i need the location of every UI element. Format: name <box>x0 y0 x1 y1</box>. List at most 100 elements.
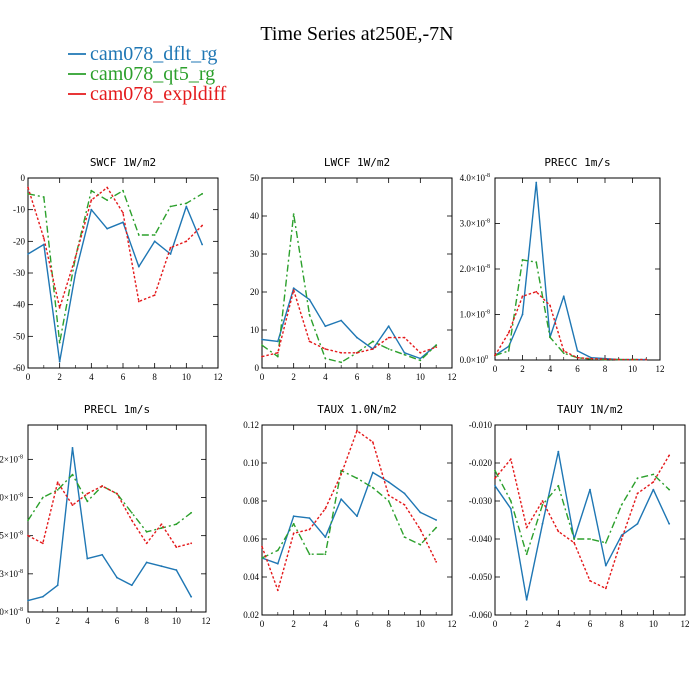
data-point <box>137 234 140 236</box>
panel-title: LWCF 1W/m2 <box>324 156 390 169</box>
series-line-2 <box>261 289 437 358</box>
data-point <box>387 494 390 497</box>
data-point <box>387 325 390 328</box>
data-point <box>356 351 358 354</box>
data-point <box>403 536 406 538</box>
data-point <box>71 504 74 507</box>
y-tick-label: -0.010 <box>469 420 493 430</box>
series-line-2 <box>261 430 437 591</box>
data-point <box>41 496 44 499</box>
x-tick-label: 12 <box>202 616 211 626</box>
data-point <box>507 350 510 352</box>
series-line-1 <box>261 469 437 559</box>
x-tick-label: 8 <box>144 616 149 626</box>
data-point <box>419 359 422 362</box>
panel-3: PRECL 1m/s0 2 4 6 8 10 120×10 -83×10 -85×10 -80×1… <box>0 403 211 626</box>
data-point <box>435 344 438 347</box>
legend-label-0: cam078_dflt_rg <box>90 43 217 65</box>
x-tick-label: 10 <box>416 372 426 382</box>
data-point <box>541 522 544 525</box>
data-point <box>562 352 565 355</box>
data-point <box>308 313 311 316</box>
data-point <box>576 356 579 359</box>
data-point <box>308 553 311 556</box>
series-line-0 <box>494 181 647 361</box>
series-line-1 <box>27 189 203 344</box>
data-point <box>668 522 671 525</box>
y-tick-exponent: -8 <box>18 531 23 537</box>
data-point <box>122 211 124 214</box>
data-point <box>509 507 512 510</box>
panel-0: SWCF 1W/m2 0 2 4 6 8 10 12 -60 -50 -40 -30 -20 -10 0 <box>13 156 223 382</box>
x-tick-label: 4 <box>323 619 328 629</box>
data-point <box>521 313 524 316</box>
y-tick-label: 1.0×10 <box>460 310 486 320</box>
data-point <box>371 471 374 474</box>
data-point <box>562 350 565 352</box>
x-tick-label: 8 <box>603 364 608 374</box>
y-tick-label: 2×10 <box>0 454 18 464</box>
x-tick-label: 2 <box>291 619 296 629</box>
data-point <box>371 340 374 343</box>
data-point <box>535 290 538 293</box>
y-tick-label: 3.0×10 <box>460 219 486 229</box>
data-point <box>652 481 655 483</box>
data-point <box>261 545 263 548</box>
x-tick-label: 4 <box>323 372 328 382</box>
y-tick-label: 0.04 <box>243 572 259 582</box>
data-point <box>160 565 163 568</box>
x-tick-label: 2 <box>520 364 525 374</box>
data-point <box>122 221 124 224</box>
data-point <box>387 336 390 339</box>
x-tick-label: 10 <box>416 619 426 629</box>
y-tick-label: 2.0×10 <box>460 264 486 274</box>
data-point <box>525 553 528 556</box>
series-line-0 <box>27 447 192 602</box>
panel-frame <box>261 177 453 369</box>
data-point <box>509 500 512 502</box>
data-point <box>562 295 565 298</box>
data-point <box>101 553 104 556</box>
series-line-2 <box>27 186 203 309</box>
x-tick-label: 4 <box>89 372 94 382</box>
data-point <box>419 543 422 546</box>
data-point <box>573 541 576 544</box>
data-point <box>340 469 343 472</box>
data-point <box>494 469 496 472</box>
data-point <box>604 587 607 590</box>
x-tick-label: 8 <box>386 372 391 382</box>
data-point <box>636 477 639 480</box>
y-tick-exponent: -8 <box>485 219 490 225</box>
x-tick-label: 2 <box>524 619 529 629</box>
data-point <box>42 196 45 198</box>
data-point <box>356 429 358 432</box>
y-tick-label: 0×10 <box>0 607 18 617</box>
data-point <box>645 358 648 361</box>
data-point <box>557 450 560 453</box>
data-point <box>185 205 188 208</box>
data-point <box>276 549 279 552</box>
y-tick-label: -10 <box>13 205 25 215</box>
data-point <box>86 500 89 503</box>
data-point <box>145 542 148 545</box>
data-point <box>668 488 671 491</box>
data-point <box>494 354 496 357</box>
data-point <box>116 576 118 579</box>
y-tick-label: 0.02 <box>243 610 259 620</box>
data-point <box>106 227 109 230</box>
series-line-2 <box>494 455 670 590</box>
data-point <box>71 446 74 449</box>
series-line-0 <box>261 471 437 565</box>
data-point <box>153 294 156 297</box>
data-point <box>371 486 374 489</box>
data-point <box>276 351 279 354</box>
x-tick-label: 10 <box>628 364 638 374</box>
data-point <box>27 519 29 522</box>
x-tick-label: 6 <box>355 619 360 629</box>
data-point <box>261 355 263 358</box>
data-point <box>324 325 327 328</box>
panel-title: TAUY 1N/m2 <box>557 403 623 416</box>
data-point <box>90 208 93 211</box>
y-tick-label: 40 <box>250 211 260 221</box>
panel-1: LWCF 1W/m2 0 2 4 6 8 10 12 0 10 20 30 40 50 <box>250 156 457 382</box>
